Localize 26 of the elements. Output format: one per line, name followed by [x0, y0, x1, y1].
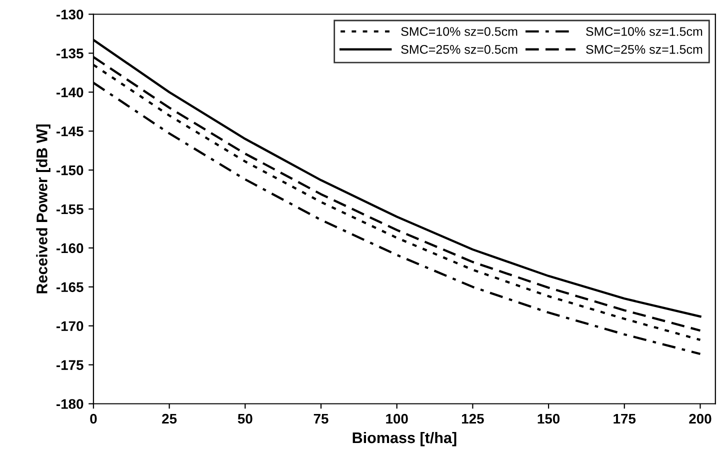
y-axis-title: Received Power [dB W]: [36, 124, 50, 294]
y-tick-label: -130: [56, 10, 84, 20]
y-tick-label: -155: [56, 204, 84, 214]
x-tick-label: 100: [386, 414, 408, 424]
legend-label: SMC=10% sz=1.5cm: [586, 27, 702, 36]
legend-label: SMC=25% sz=0.5cm: [401, 44, 518, 54]
y-tick-label: -180: [56, 399, 84, 409]
y-tick-label: -160: [56, 243, 84, 254]
y-tick-label: -140: [56, 87, 84, 98]
legend-label: SMC=10% sz=0.5cm: [401, 27, 518, 36]
x-tick-label: 75: [314, 414, 328, 424]
y-tick-label: -135: [56, 48, 84, 58]
y-tick-label: -145: [56, 126, 84, 136]
x-tick-label: 175: [614, 414, 636, 424]
y-tick-label: -165: [56, 282, 84, 292]
x-tick-label: 125: [462, 414, 484, 424]
x-tick-label: 0: [90, 414, 97, 424]
y-tick-label: -170: [56, 321, 84, 332]
y-tick-label: -150: [56, 165, 84, 176]
x-tick-label: 50: [238, 414, 252, 424]
legend-label: SMC=25% sz=1.5cm: [586, 44, 702, 54]
x-axis-title: Biomass [t/ha]: [352, 432, 456, 446]
y-tick-label: -175: [56, 360, 84, 370]
x-tick-label: 200: [689, 414, 712, 424]
x-tick-label: 150: [538, 414, 560, 424]
x-tick-label: 25: [162, 414, 177, 424]
